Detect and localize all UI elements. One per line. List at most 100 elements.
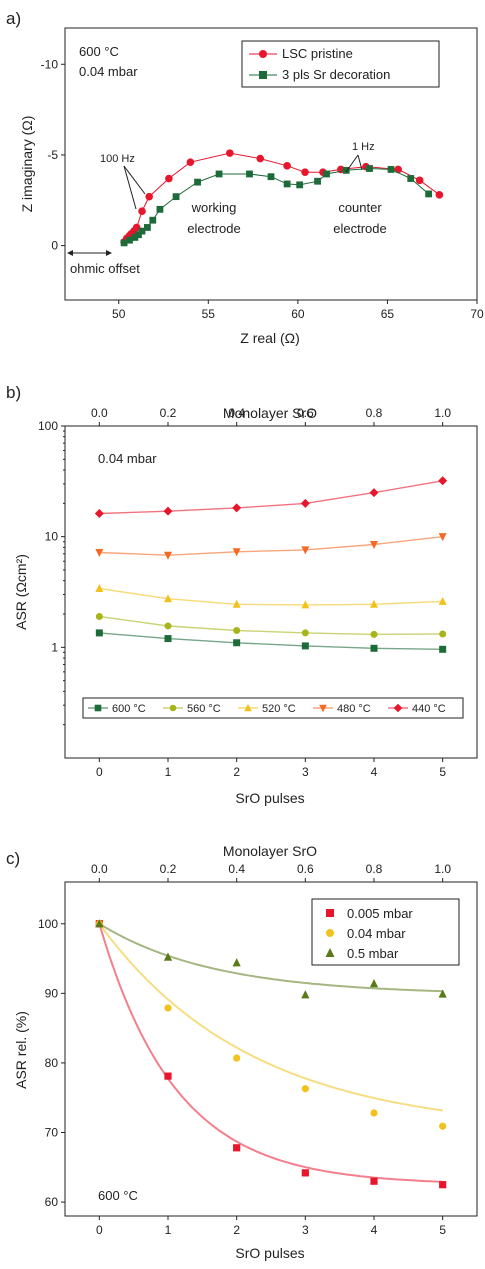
panel-c-top-tick-label: 0.4 xyxy=(228,862,245,876)
panel-b-plot-frame xyxy=(64,425,478,759)
panel-c-top-tick-label: 0.2 xyxy=(160,862,177,876)
data-point-3-pls-sr-decoration xyxy=(387,166,395,173)
panel-c-x-tick-label: 1 xyxy=(165,1223,172,1237)
panel-a: a) 50 55 60 65 70 0 -5 -10 Z real (Ω) Z imagin… xyxy=(6,9,484,346)
legend-marker-480-c xyxy=(319,704,327,713)
panel-c-x-tick-label: 2 xyxy=(233,1223,240,1237)
legend-marker-560-c xyxy=(169,704,177,712)
panel-a-x-tick-label: 70 xyxy=(470,307,484,321)
data-point-0-04-mbar xyxy=(370,1109,378,1117)
data-point-520-c xyxy=(301,600,310,609)
data-point-480-c xyxy=(232,548,241,557)
legend-label-lsc-pristine: LSC pristine xyxy=(282,46,353,61)
annotation-working-1: working xyxy=(191,200,237,215)
annotation-ohmic-offset: ohmic offset xyxy=(70,261,140,276)
data-point-600-c xyxy=(164,635,172,643)
data-point-lsc-pristine xyxy=(256,154,265,163)
panel-b-top-tick-label: 0.6 xyxy=(297,406,314,420)
panel-a-x-tick-label: 60 xyxy=(291,307,305,321)
data-point-3-pls-sr-decoration xyxy=(267,173,275,181)
data-point-0-005-mbar xyxy=(301,1169,309,1177)
data-point-lsc-pristine xyxy=(415,176,424,185)
fit-curve-0-005-mbar xyxy=(98,923,443,1183)
data-point-0-04-mbar xyxy=(164,1004,172,1012)
legend-label-0-5-mbar: 0.5 mbar xyxy=(347,946,399,961)
data-point-0-005-mbar xyxy=(233,1144,241,1152)
data-point-560-c xyxy=(439,630,447,638)
data-point-3-pls-sr-decoration xyxy=(407,175,415,182)
data-point-0-005-mbar xyxy=(439,1181,447,1189)
data-point-560-c xyxy=(370,630,378,638)
panel-c-y-tick-label: 80 xyxy=(45,1056,59,1070)
panel-b-top-ticks: 0.0 0.2 0.4 0.6 0.8 1.0 xyxy=(91,406,451,426)
data-point-3-pls-sr-decoration xyxy=(314,177,321,185)
annotation-1hz: 1 Hz xyxy=(352,141,375,153)
data-point-0-04-mbar xyxy=(233,1054,241,1062)
panel-c-x-tick-label: 4 xyxy=(371,1223,378,1237)
annotation-counter-1: counter xyxy=(338,200,382,215)
data-point-3-pls-sr-decoration xyxy=(283,180,291,188)
panel-c-x-axis-label: SrO pulses xyxy=(235,1245,304,1261)
data-point-0-5-mbar xyxy=(438,989,447,998)
legend-marker-600-c xyxy=(94,704,102,712)
panel-a-plot-frame xyxy=(64,27,478,301)
arrow-100hz-1 xyxy=(123,165,137,210)
annotation-counter-2: electrode xyxy=(333,221,386,236)
data-point-0-005-mbar xyxy=(164,1072,172,1080)
panel-c-top-tick-label: 1.0 xyxy=(434,862,451,876)
panel-c-x-ticks: 0 1 2 3 4 5 xyxy=(96,1216,446,1237)
data-point-3-pls-sr-decoration xyxy=(215,170,223,178)
legend-label-480-c: 480 °C xyxy=(337,703,371,715)
panel-c-top-axis-label: Monolayer SrO xyxy=(223,843,317,859)
data-point-600-c xyxy=(301,642,309,650)
arrow-1hz-1 xyxy=(345,154,359,173)
data-point-520-c xyxy=(232,599,241,608)
data-point-600-c xyxy=(233,639,241,647)
data-point-0-5-mbar xyxy=(232,958,241,967)
data-point-0-5-mbar xyxy=(301,990,310,999)
panel-a-y-ticks: 0 -5 -10 xyxy=(41,57,65,253)
legend-marker-440-c xyxy=(393,703,403,713)
data-point-3-pls-sr-decoration xyxy=(323,170,330,178)
panel-c-top-tick-label: 0.8 xyxy=(366,862,383,876)
panel-c-x-tick-label: 3 xyxy=(302,1223,309,1237)
panel-a-legend: LSC pristine 3 pls Sr decoration xyxy=(241,40,440,88)
data-point-600-c xyxy=(439,645,447,653)
panel-b-x-tick-label: 4 xyxy=(371,765,378,779)
data-point-0-04-mbar xyxy=(301,1085,309,1093)
data-point-3-pls-sr-decoration xyxy=(138,227,146,235)
data-point-560-c xyxy=(164,622,172,630)
legend-label-0-04-mbar: 0.04 mbar xyxy=(347,926,406,941)
data-point-600-c xyxy=(95,629,103,637)
data-point-440-c xyxy=(300,498,310,508)
panel-b-x-tick-label: 5 xyxy=(439,765,446,779)
panel-a-temperature: 600 °C xyxy=(79,44,119,59)
data-point-440-c xyxy=(163,506,173,516)
panel-b-pressure: 0.04 mbar xyxy=(98,451,157,466)
panel-a-series xyxy=(120,149,444,247)
data-point-3-pls-sr-decoration xyxy=(342,166,350,174)
panel-a-x-tick-label: 65 xyxy=(381,307,395,321)
panel-b-top-tick-label: 0.0 xyxy=(91,406,108,420)
data-point-440-c xyxy=(94,508,104,518)
data-point-3-pls-sr-decoration xyxy=(296,181,304,189)
data-point-440-c xyxy=(232,503,242,513)
data-point-3-pls-sr-decoration xyxy=(126,236,133,244)
panel-c-y-tick-label: 90 xyxy=(45,986,59,1000)
data-point-3-pls-sr-decoration xyxy=(135,231,142,239)
panel-c-plot-frame xyxy=(64,881,478,1217)
panel-c-series xyxy=(95,919,447,1189)
panel-a-legend-box xyxy=(241,40,440,88)
data-point-3-pls-sr-decoration xyxy=(425,190,433,198)
panel-c-top-ticks: 0.0 0.2 0.4 0.6 0.8 1.0 xyxy=(91,862,451,882)
legend-marker-0-5-mbar xyxy=(325,948,335,957)
panel-b-y-axis-label: ASR (Ωcm²) xyxy=(13,554,29,630)
panel-a-x-axis-label: Z real (Ω) xyxy=(240,330,299,346)
panel-b-top-tick-label: 0.2 xyxy=(160,406,177,420)
data-point-lsc-pristine xyxy=(138,207,146,215)
series-line-560-c xyxy=(99,615,443,636)
data-point-520-c xyxy=(164,594,172,603)
panel-b-legend-box xyxy=(82,697,464,719)
data-point-600-c xyxy=(370,644,378,652)
ohmic-arrowhead-left xyxy=(67,250,73,256)
